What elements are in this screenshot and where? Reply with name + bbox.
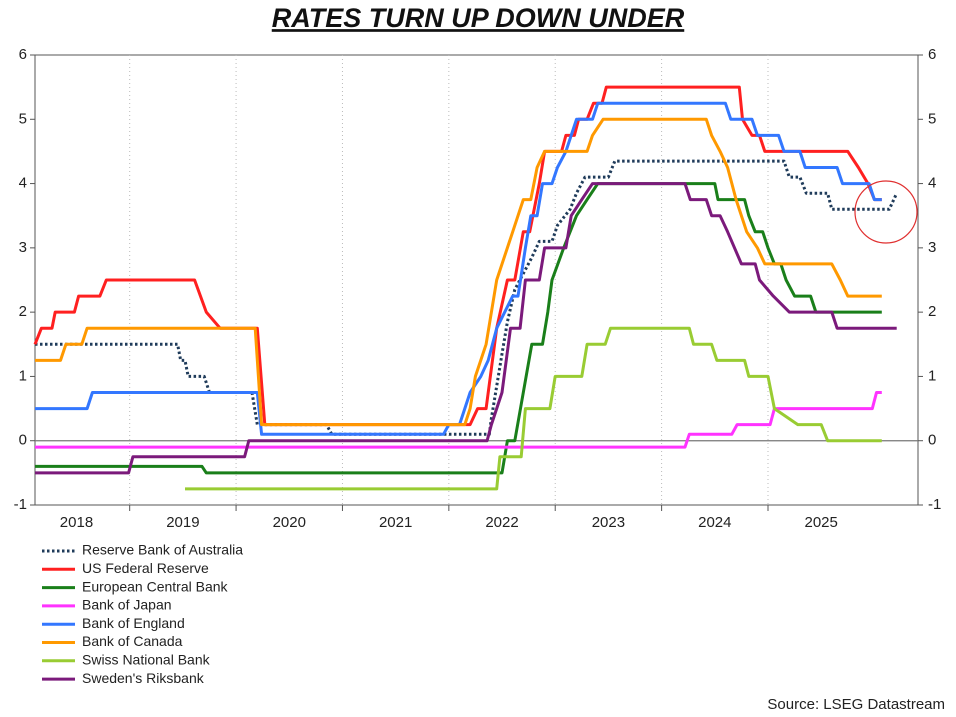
legend-label: Sweden's Riksbank (82, 670, 205, 686)
legend-label: Reserve Bank of Australia (82, 542, 243, 558)
x-tick-label: 2020 (273, 514, 306, 531)
x-tick-label: 2023 (592, 514, 625, 531)
y-tick-label: 4 (19, 175, 27, 192)
legend-label: Bank of Canada (82, 633, 183, 649)
y-tick-label: 2 (19, 303, 27, 320)
x-tick-label: 2021 (379, 514, 412, 531)
y2-tick-label: 4 (928, 175, 936, 192)
series-line (35, 101, 882, 436)
x-tick-label: 2018 (60, 514, 93, 531)
x-tick-label: 2025 (805, 514, 838, 531)
series-line (33, 85, 882, 427)
y2-tick-label: 0 (928, 432, 936, 449)
series-line (35, 391, 882, 449)
series-line (35, 117, 882, 427)
series-line (185, 326, 882, 491)
y-tick-label: 5 (19, 110, 27, 127)
plot-area (30, 54, 923, 511)
series-line (35, 182, 897, 475)
y-tick-label: 3 (19, 239, 27, 256)
y-tick-label: -1 (14, 496, 27, 513)
y2-tick-label: 2 (928, 303, 936, 320)
legend-label: US Federal Reserve (82, 560, 209, 576)
legend-label: European Central Bank (82, 578, 229, 594)
y-tick-label: 6 (19, 46, 27, 63)
chart-title: RATES TURN UP DOWN UNDER (272, 3, 685, 33)
x-tick-label: 2022 (485, 514, 518, 531)
y2-tick-label: 1 (928, 367, 936, 384)
legend-label: Swiss National Bank (82, 652, 211, 668)
y2-tick-label: -1 (928, 496, 941, 513)
y-tick-label: 1 (19, 367, 27, 384)
plot-frame (34, 54, 919, 506)
y2-tick-label: 3 (928, 239, 936, 256)
y2-tick-label: 5 (928, 110, 936, 127)
highlight-circle (854, 180, 918, 244)
legend-label: Bank of England (82, 615, 185, 631)
series-line (35, 159, 899, 436)
legend-label: Bank of Japan (82, 597, 172, 613)
x-tick-label: 2024 (698, 514, 731, 531)
y-tick-label: 0 (19, 432, 27, 449)
x-tick-label: 2019 (166, 514, 199, 531)
source-note: Source: LSEG Datastream (767, 696, 945, 713)
y2-tick-label: 6 (928, 46, 936, 63)
